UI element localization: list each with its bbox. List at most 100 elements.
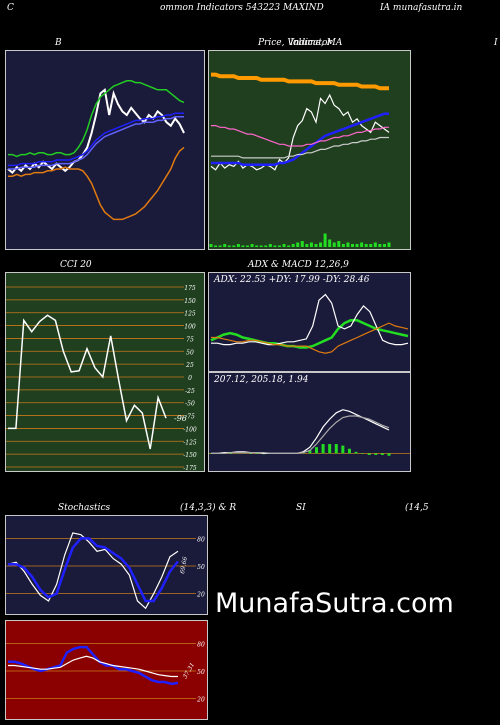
cci-tick-label: -150 — [183, 452, 197, 459]
volume-bar — [214, 245, 218, 247]
macd-histogram-bar — [328, 444, 332, 454]
header-left: C — [7, 3, 14, 13]
cci-tick-label: -50 — [185, 401, 195, 408]
stoch-params: (14,3,3) & R — [180, 503, 237, 513]
adx-plus_di-line — [211, 293, 409, 346]
volume-bar — [296, 242, 300, 247]
macd-panel: 207.12, 205.18, 1.94 — [208, 372, 411, 472]
cci-tick-label: -25 — [185, 388, 195, 395]
cci-tick-label: -175 — [183, 465, 197, 471]
volume-bar — [355, 244, 359, 247]
stoch-tick-label: 80 — [197, 536, 205, 543]
macd-histogram-bar — [308, 450, 312, 454]
volume-bar — [382, 244, 386, 247]
volume-bar — [369, 244, 373, 247]
rsi-smooth-line — [8, 655, 178, 678]
watermark: MunafaSutra.com — [215, 588, 454, 619]
price-panel — [208, 50, 411, 250]
stoch-tick-label: 20 — [196, 592, 205, 599]
volume-bar — [232, 245, 236, 247]
volume-bar — [337, 241, 341, 247]
bollinger-title: B — [55, 38, 62, 48]
adx-title: ADX & MACD 12,26,9 — [248, 260, 349, 270]
volume-bar — [277, 245, 281, 247]
bollinger-price-line — [7, 87, 185, 175]
header-mid: ommon Indicators 543223 MAXIND — [160, 3, 324, 13]
stoch-tick-label: 50 — [197, 564, 205, 571]
bollinger-lower-line — [8, 146, 185, 221]
stoch-title: Stochastics — [58, 503, 111, 513]
volume-bar — [364, 244, 368, 247]
price-ma_blue-line — [211, 112, 389, 166]
cci-chart: 175 150 125 100 75 50 25 0 -25 -50 -75 -100 -125 -150… — [6, 285, 197, 471]
volume-bar — [264, 245, 268, 247]
macd-signal-line — [211, 415, 390, 455]
macd-chart — [209, 409, 410, 456]
price-ma_orange-line — [211, 72, 389, 91]
price-overlay-title: Indicator — [290, 38, 332, 48]
volume-bar — [341, 244, 345, 247]
header-right: IA munafasutra.in — [380, 3, 463, 13]
stoch-chart: 80 50 20 69.66 — [6, 532, 205, 610]
rsi-panel: 80 50 20 37.31 — [5, 620, 208, 720]
volume-bar — [373, 242, 377, 247]
bollinger-panel — [5, 50, 205, 250]
right-edge-title: I — [494, 38, 498, 48]
bollinger-chart — [7, 80, 185, 221]
macd-histogram-bar — [380, 453, 384, 455]
cci-tick-label: 175 — [184, 285, 196, 292]
volume-bar — [209, 244, 213, 247]
stoch-panel: 80 50 20 69.66 — [5, 515, 208, 615]
rsi-rsi-line — [8, 645, 179, 686]
cci-tick-label: 125 — [184, 311, 196, 318]
rsi-tick-label: 20 — [196, 697, 205, 704]
volume-bar — [387, 242, 391, 247]
cci-tick-label: 50 — [186, 349, 194, 356]
volume-bar — [319, 242, 323, 247]
volume-bar — [250, 244, 254, 247]
price-ma_pink-line — [211, 124, 389, 147]
macd-histogram-bar — [334, 444, 338, 454]
volume-bar — [314, 244, 318, 247]
volume-bar — [236, 244, 240, 247]
volume-bar — [346, 242, 350, 247]
rsi-tick-label: 80 — [197, 641, 205, 648]
price-title: Price, Volume, MA — [258, 38, 343, 48]
bollinger-middle1-line — [8, 112, 184, 167]
volume-bar — [282, 244, 286, 247]
macd-histogram-bar — [374, 453, 378, 455]
adx-values: ADX: 22.53 +DY: 17.99 -DY: 28.46 — [214, 275, 370, 285]
cci-tick-label: 100 — [184, 324, 196, 331]
volume-bar — [287, 245, 291, 247]
macd-histogram-bar — [354, 451, 358, 454]
adx-chart — [210, 293, 409, 354]
macd-histogram-bar — [387, 453, 391, 456]
stoch-last-label: 69.66 — [179, 556, 189, 574]
volume-bar — [241, 245, 245, 247]
macd-histogram-bar — [367, 453, 371, 455]
cci-tick-label: 25 — [185, 362, 194, 369]
volume-bar — [291, 244, 295, 247]
macd-histogram-bar — [341, 445, 345, 454]
volume-bar — [332, 242, 336, 247]
volume-bar — [273, 245, 277, 247]
cci-panel: 175 150 125 100 75 50 25 0 -25 -50 -75 -100 -125 -150… — [5, 272, 205, 472]
volume-bar — [328, 239, 332, 247]
volume-bar — [350, 244, 354, 247]
macd-histogram-bar — [249, 453, 253, 454]
volume-bar — [360, 242, 364, 247]
macd-values: 207.12, 205.18, 1.94 — [214, 375, 309, 385]
macd-histogram-bar — [347, 448, 351, 454]
stoch-k-line — [7, 532, 179, 610]
si-params: (14,5 — [405, 503, 429, 513]
rsi-tick-label: 50 — [197, 669, 205, 676]
bollinger-middle2-line — [8, 116, 184, 170]
cci-tick-label: -75 — [185, 414, 195, 421]
macd-histogram-bar — [321, 444, 325, 454]
cci-tick-label: 150 — [184, 298, 196, 305]
volume-bar — [246, 245, 250, 247]
cci-tick-label: -125 — [183, 439, 197, 446]
volume-bar — [227, 245, 231, 247]
volume-bar — [255, 245, 259, 247]
